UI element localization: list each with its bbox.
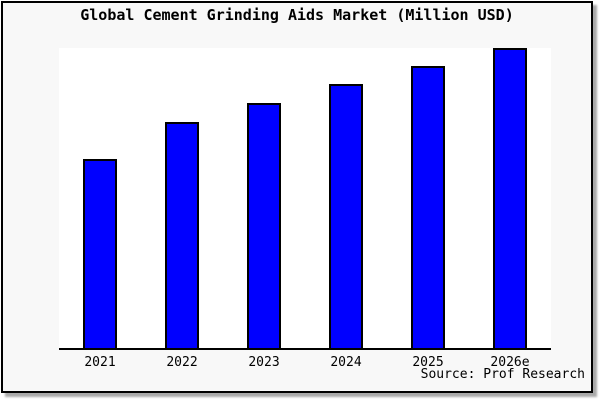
bar-2025 [411,66,445,348]
x-tick-2024: 2024 [330,355,362,370]
x-tick-2025: 2025 [412,355,444,370]
bar-slot-2024 [305,84,387,348]
source-text: Source: Prof Research [420,367,585,382]
bar-slot-2021 [59,159,141,348]
x-tick-2022: 2022 [166,355,198,370]
chart-frame: Global Cement Grinding Aids Market (Mill… [1,1,593,393]
bar-2022 [165,122,199,348]
bar-2021 [83,159,117,348]
x-tick-2026e: 2026e [490,355,530,370]
x-tick-2021: 2021 [84,355,116,370]
bar-2024 [329,84,363,348]
bars [59,48,551,348]
bar-slot-2022 [141,122,223,348]
bar-2026e [493,48,527,348]
bar-slot-2026e [469,48,551,348]
bar-2023 [247,103,281,348]
chart-title: Global Cement Grinding Aids Market (Mill… [80,6,514,24]
x-axis-ticks: 2021 2022 2023 2024 2025 2026e [59,355,551,370]
x-tick-2023: 2023 [248,355,280,370]
plot-area [59,48,551,350]
bar-slot-2025 [387,66,469,348]
bar-slot-2023 [223,103,305,348]
